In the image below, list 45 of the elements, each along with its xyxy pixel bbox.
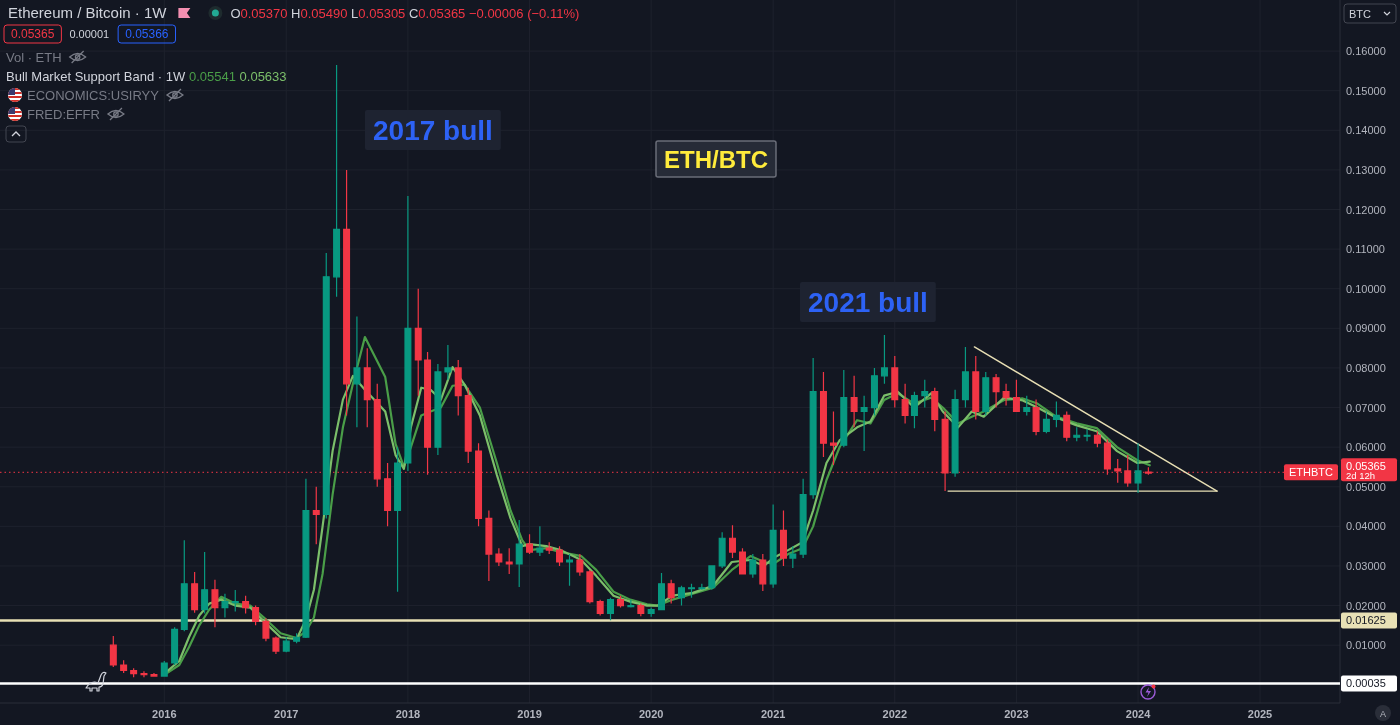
x-tick-label: 2025	[1247, 708, 1273, 720]
ref-line-label: 0.01625	[1346, 614, 1386, 627]
y-axis-title: BTC	[1349, 8, 1372, 20]
y-tick-label: 0.01000	[1346, 639, 1386, 652]
x-tick-label: 2016	[152, 708, 177, 720]
annotation: ETHBTC	[1289, 466, 1334, 479]
y-tick-label: 0.08000	[1346, 361, 1386, 374]
y-tick-label: 0.02000	[1346, 599, 1386, 612]
y-tick-label: 0.11000	[1346, 243, 1385, 256]
y-tick-label: 0.16000	[1346, 45, 1386, 58]
text: A	[1379, 708, 1387, 719]
x-tick-label: 2017	[274, 708, 299, 720]
x-tick-label: 2021	[760, 708, 786, 720]
y-tick-label: 0.12000	[1346, 203, 1386, 216]
x-tick-label: 2018	[395, 708, 421, 720]
chart-title: Ethereum / Bitcoin · 1W	[8, 4, 168, 21]
text: O0.05370 H0.05490 L0.05305 C0.05365 −0.00006 (−0.11%)	[230, 6, 580, 21]
y-tick-label: 0.06000	[1346, 441, 1386, 454]
y-tick-label: 0.13000	[1346, 163, 1386, 176]
x-tick-label: 2020	[638, 708, 664, 720]
x-tick-label: 2022	[882, 708, 908, 720]
y-tick-label: 0.07000	[1346, 401, 1386, 414]
y-tick-label: 0.03000	[1346, 559, 1386, 572]
annotation: Vol · ETH	[6, 50, 62, 65]
annotation: Bull Market Support Band · 1W 0.05541 0.05633	[6, 69, 287, 84]
annotation: FRED:EFFR	[27, 107, 100, 122]
annotation: ETH/BTC	[664, 145, 768, 173]
ref-line-label: 0.00035	[1346, 677, 1386, 690]
x-tick-label: 2023	[1004, 708, 1029, 720]
annotation: 2021 bull	[808, 287, 928, 319]
annotation: 0.05365	[10, 27, 55, 41]
y-tick-label: 0.04000	[1346, 520, 1386, 533]
y-tick-label: 0.09000	[1346, 322, 1386, 335]
x-tick-label: 2019	[517, 708, 542, 720]
ref-line-label: 0.05365	[1346, 460, 1386, 473]
y-tick-label: 0.15000	[1346, 84, 1386, 97]
annotation: ECONOMICS:USIRYY	[27, 88, 160, 103]
x-tick-label: 2024	[1125, 708, 1152, 720]
y-tick-label: 0.05000	[1346, 480, 1386, 493]
annotation: 0.00001	[69, 28, 110, 40]
y-tick-label: 0.14000	[1346, 124, 1386, 137]
y-tick-label: 0.10000	[1346, 282, 1386, 295]
annotation: 0.05366	[125, 27, 169, 41]
annotation: 2017 bull	[373, 115, 493, 147]
text: 2d 12h	[1346, 470, 1376, 482]
